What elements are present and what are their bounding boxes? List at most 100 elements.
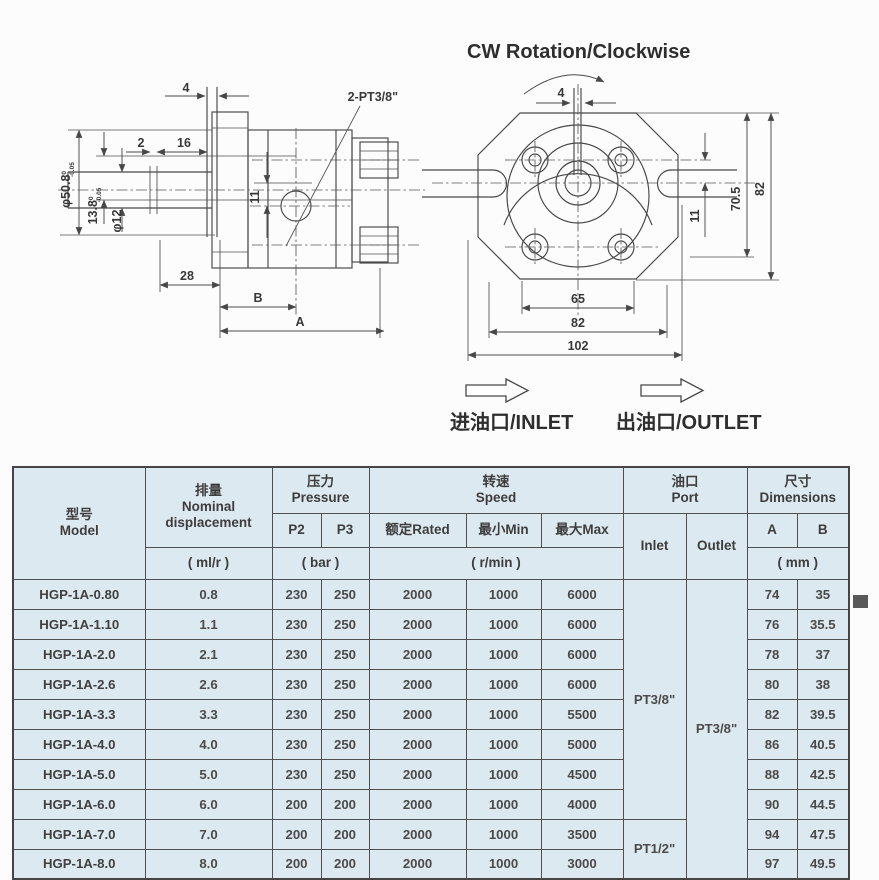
clockwise-arrow-icon (523, 74, 605, 95)
table-header: 型号 Model 排量 Nominal displacement 压力 Pres… (12, 466, 850, 580)
pump-technical-drawing: 4 2 16 2-PT3/8" φ50.80-0.05 13.80-0.05 φ… (58, 41, 779, 434)
min-speed-cell: 1000 (465, 578, 542, 610)
min-speed-cell: 1000 (465, 818, 542, 850)
dimension-a-cell: 82 (746, 698, 798, 730)
dimension-b-cell: 38 (796, 668, 850, 700)
rated-speed-cell: 2000 (368, 668, 467, 700)
dim-label-port-offset: 11 (248, 190, 262, 203)
dimension-a-cell: 74 (746, 578, 798, 610)
min-speed-cell: 1000 (465, 848, 542, 880)
max-speed-cell: 4000 (540, 788, 624, 820)
dimension-a-cell: 78 (746, 638, 798, 670)
displacement-cell: 3.3 (144, 698, 273, 730)
displacement-cell: 8.0 (144, 848, 273, 880)
inlet-port-value: PT3/8" (622, 578, 687, 820)
dim-label-pilot-dia: φ50.80-0.05 (59, 162, 76, 208)
p2-cell: 230 (271, 578, 322, 610)
dim-label-front-key-width: 4 (558, 86, 565, 100)
model-cell: HGP-1A-8.0 (12, 848, 146, 880)
max-speed-cell: 6000 (540, 638, 624, 670)
header-pressure: 压力 Pressure (271, 466, 370, 514)
header-dimensions: 尺寸 Dimensions (746, 466, 850, 514)
dim-label-28: 28 (180, 269, 194, 283)
outlet-port-value: PT3/8" (685, 578, 748, 880)
header-max: 最大Max (540, 512, 624, 548)
dimension-b-cell: 44.5 (796, 788, 850, 820)
model-cell: HGP-1A-6.0 (12, 788, 146, 820)
dim-label-shaft-dia: φ12 (110, 210, 124, 233)
p3-cell: 250 (320, 638, 370, 670)
front-view-dimensions: 4 11 70.5 82 65 82 102 (467, 86, 775, 359)
p2-cell: 230 (271, 668, 322, 700)
front-view-drawing: CW Rotation/Clockwise (422, 41, 779, 361)
header-p3: P3 (320, 512, 370, 548)
rated-speed-cell: 2000 (368, 698, 467, 730)
dimension-a-cell: 80 (746, 668, 798, 700)
p3-cell: 250 (320, 608, 370, 640)
min-speed-cell: 1000 (465, 728, 542, 760)
inlet-label: 进油口/INLET (450, 410, 573, 434)
port-callout-label: 2-PT3/8" (348, 90, 398, 104)
displacement-cell: 5.0 (144, 758, 273, 790)
p3-cell: 250 (320, 578, 370, 610)
table-row: HGP-1A-4.0 4.0 230 250 2000 1000 5000 86 40.5 (12, 728, 850, 760)
model-cell: HGP-1A-1.10 (12, 608, 146, 640)
table-row: HGP-1A-7.0 7.0 200 200 2000 1000 3500 PT1/2" 94 4… (12, 818, 850, 880)
displacement-cell: 0.8 (144, 578, 273, 610)
max-speed-cell: 3000 (540, 848, 624, 880)
dimension-a-cell: 88 (746, 758, 798, 790)
min-speed-cell: 1000 (465, 668, 542, 700)
dimension-b-cell: 49.5 (796, 848, 850, 880)
p2-cell: 230 (271, 638, 322, 670)
header-model: 型号 Model (12, 466, 146, 580)
header-a: A (746, 512, 798, 548)
rated-speed-cell: 2000 (368, 848, 467, 880)
side-view-drawing (58, 87, 425, 338)
inlet-flow-arrow-icon (465, 377, 530, 404)
inlet-port-value: PT1/2" (622, 818, 687, 880)
model-cell: HGP-1A-2.0 (12, 638, 146, 670)
header-min: 最小Min (465, 512, 542, 548)
spec-table-body: HGP-1A-0.80 0.8 230 250 2000 1000 6000 PT3/8" PT… (12, 578, 850, 880)
p2-cell: 230 (271, 728, 322, 760)
dimension-a-cell: 86 (746, 728, 798, 760)
dimension-b-cell: 42.5 (796, 758, 850, 790)
displacement-cell: 1.1 (144, 608, 273, 640)
rated-speed-cell: 2000 (368, 758, 467, 790)
header-displacement: 排量 Nominal displacement (144, 466, 273, 548)
dim-label-82-height: 82 (753, 182, 767, 196)
max-speed-cell: 4500 (540, 758, 624, 790)
max-speed-cell: 6000 (540, 578, 624, 610)
displacement-cell: 2.1 (144, 638, 273, 670)
rated-speed-cell: 2000 (368, 578, 467, 610)
displacement-cell: 2.6 (144, 668, 273, 700)
model-cell: HGP-1A-2.6 (12, 668, 146, 700)
dim-label-A: A (295, 315, 304, 329)
rated-speed-cell: 2000 (368, 788, 467, 820)
min-speed-cell: 1000 (465, 638, 542, 670)
side-view-dimensions: 4 2 16 2-PT3/8" φ50.80-0.05 13.80-0.05 φ… (59, 81, 398, 335)
dimension-b-cell: 35.5 (796, 608, 850, 640)
header-b: B (796, 512, 850, 548)
header-unit-mlr: ( ml/r ) (144, 546, 273, 580)
p3-cell: 250 (320, 728, 370, 760)
max-speed-cell: 5000 (540, 728, 624, 760)
p3-cell: 200 (320, 818, 370, 850)
header-unit-bar: ( bar ) (271, 546, 370, 580)
p2-cell: 200 (271, 788, 322, 820)
header-outlet: Outlet (685, 512, 748, 580)
max-speed-cell: 3500 (540, 818, 624, 850)
dimension-a-cell: 97 (746, 848, 798, 880)
dimension-b-cell: 47.5 (796, 818, 850, 850)
header-port: 油口 Port (622, 466, 748, 514)
dimension-a-cell: 94 (746, 818, 798, 850)
dimension-a-cell: 76 (746, 608, 798, 640)
p3-cell: 200 (320, 848, 370, 880)
rated-speed-cell: 2000 (368, 608, 467, 640)
dim-label-65: 65 (571, 292, 585, 306)
dim-label-2: 2 (138, 136, 145, 150)
rated-speed-cell: 2000 (368, 638, 467, 670)
dim-label-shaft-flat: 13.80-0.05 (86, 187, 103, 224)
displacement-cell: 6.0 (144, 788, 273, 820)
header-rated: 额定Rated (368, 512, 467, 548)
